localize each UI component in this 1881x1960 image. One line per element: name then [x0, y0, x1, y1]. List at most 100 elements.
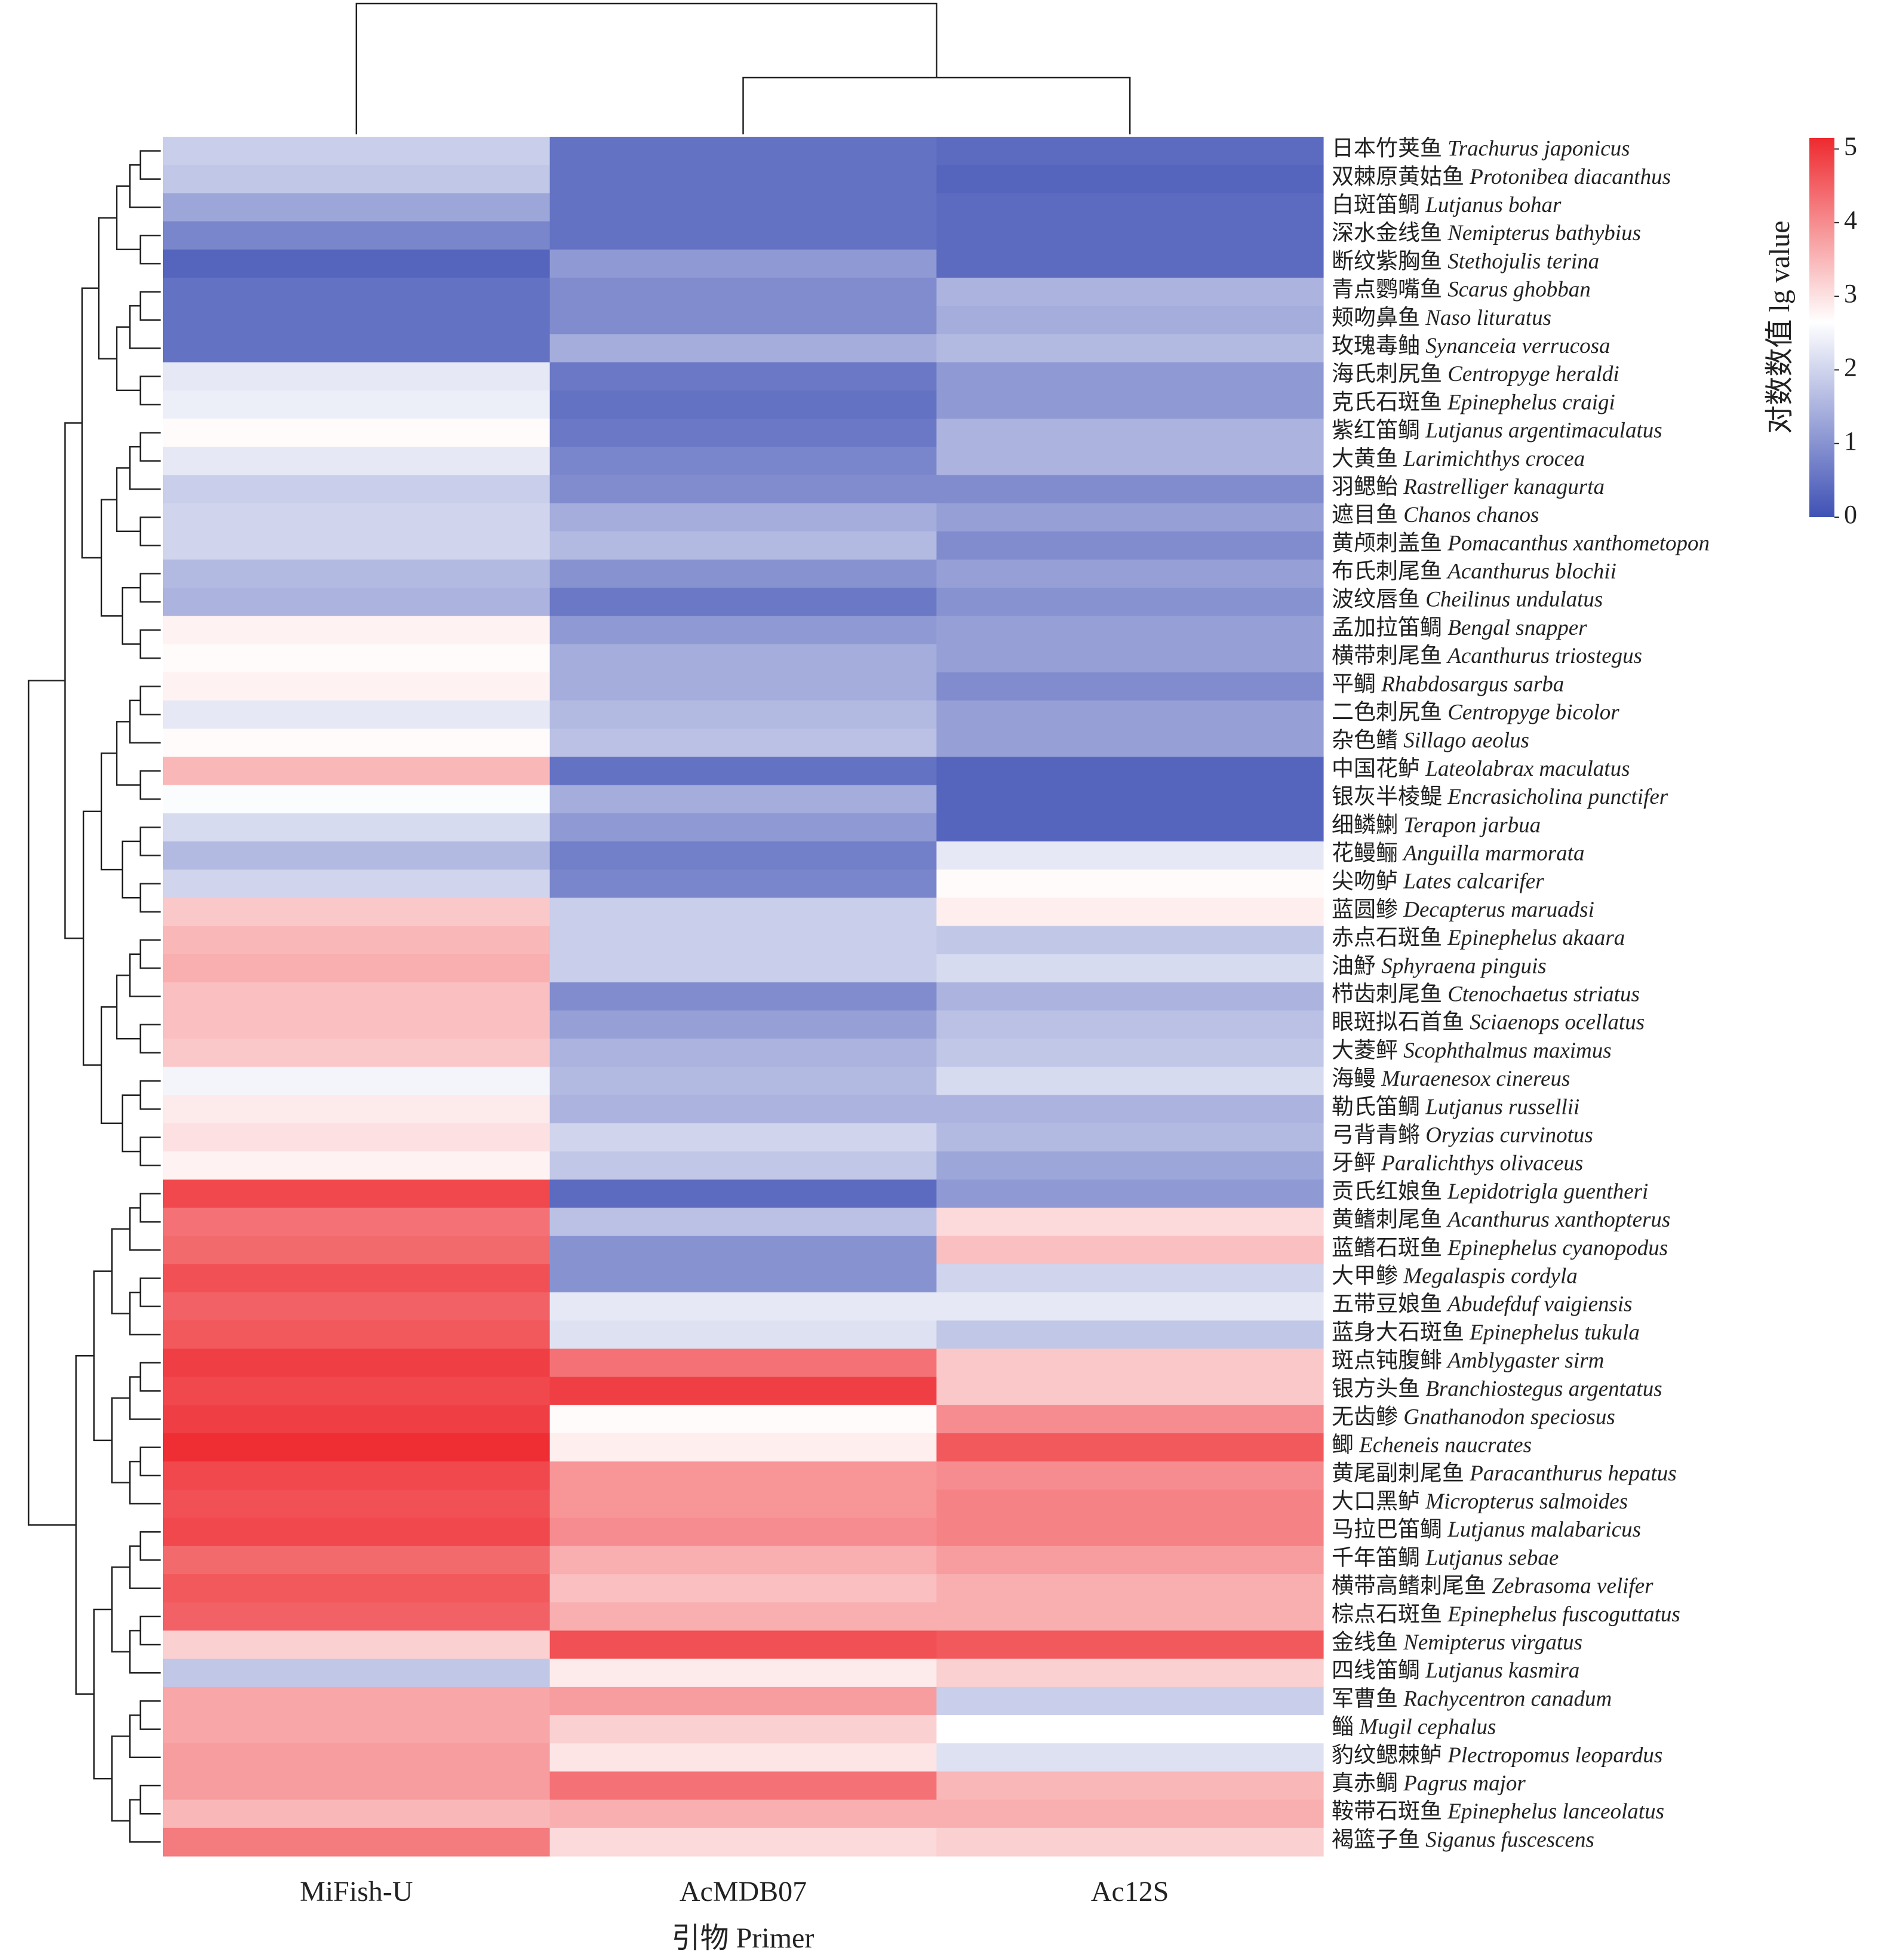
row-label-sep — [1376, 1067, 1381, 1092]
dendrogram — [139, 1193, 161, 1223]
row-label-latin: Gnathanodon speciosus — [1403, 1405, 1615, 1430]
heatmap-cell — [936, 1630, 1324, 1660]
dendrogram — [129, 1461, 161, 1505]
row-label: 栉齿刺尾鱼 Ctenochaetus striatus — [1332, 982, 1640, 1007]
row-label: 千年笛鲷 Lutjanus sebae — [1332, 1546, 1559, 1571]
heatmap-cell — [936, 1264, 1324, 1293]
heatmap-cell — [549, 1686, 937, 1716]
row-label-sep — [1442, 532, 1447, 556]
heatmap-cell — [163, 334, 551, 363]
row-label-cn: 颊吻鼻鱼 — [1332, 305, 1420, 330]
row-label-cn: 真赤鲷 — [1332, 1771, 1398, 1796]
row-label-cn: 青点鹦嘴鱼 — [1332, 277, 1442, 302]
heatmap-cell — [936, 1067, 1324, 1096]
heatmap-cell — [549, 1264, 937, 1293]
row-label-cn: 黄尾副刺尾鱼 — [1332, 1461, 1464, 1486]
dendrogram — [129, 699, 161, 744]
heatmap-cell — [163, 1320, 551, 1350]
row-label: 蓝鳍石斑鱼 Epinephelus cyanopodus — [1332, 1236, 1668, 1261]
dendrogram — [355, 2, 938, 134]
row-label-latin: Lutjanus kasmira — [1425, 1659, 1579, 1683]
row-label: 黄尾副刺尾鱼 Paracanthurus hepatus — [1332, 1461, 1677, 1486]
heatmap-cell — [936, 1010, 1324, 1039]
row-label-cn: 玫瑰毒鲉 — [1332, 333, 1420, 358]
dendrogram — [139, 432, 161, 462]
heatmap-cell — [163, 700, 551, 729]
heatmap-cell — [549, 1827, 937, 1857]
row-label: 孟加拉笛鲷 Bengal snapper — [1332, 615, 1587, 640]
heatmap-cell — [549, 616, 937, 645]
row-label: 羽鳃鲐 Rastrelliger kanagurta — [1332, 474, 1605, 499]
row-label-cn: 褐篮子鱼 — [1332, 1827, 1420, 1853]
row-label-latin: Lutjanus argentimaculatus — [1425, 419, 1662, 443]
row-label-sep — [1420, 1546, 1425, 1571]
dendrogram — [129, 1799, 161, 1843]
heatmap-cell — [549, 1658, 937, 1688]
heatmap-cell — [163, 277, 551, 306]
row-label: 布氏刺尾鱼 Acanthurus blochii — [1332, 559, 1616, 584]
row-label-latin: Bengal snapper — [1447, 616, 1587, 640]
row-label-cn: 棕点石斑鱼 — [1332, 1602, 1442, 1627]
heatmap-cell — [936, 193, 1324, 222]
heatmap-cell — [936, 503, 1324, 532]
dendrogram — [139, 1446, 161, 1477]
row-label-cn: 二色刺尻鱼 — [1332, 700, 1442, 725]
row-label: 平鲷 Rhabdosargus sarba — [1332, 672, 1564, 697]
row-label: 蓝圆鲹 Decapterus maruadsi — [1332, 897, 1594, 922]
row-label-latin: Sillago aeolus — [1403, 729, 1529, 753]
heatmap-cell — [549, 954, 937, 983]
row-label-latin: Lutjanus malabaricus — [1447, 1518, 1641, 1543]
heatmap-cell — [936, 1715, 1324, 1744]
row-label-cn: 紫红笛鲷 — [1332, 418, 1420, 443]
row-label-latin: Cheilinus undulatus — [1425, 588, 1603, 612]
row-label-cn: 马拉巴笛鲷 — [1332, 1517, 1442, 1543]
heatmap-cell — [936, 1236, 1324, 1265]
row-label-cn: 鲫 — [1332, 1433, 1354, 1458]
row-label: 弓背青鳉 Oryzias curvinotus — [1332, 1123, 1593, 1148]
heatmap-cell — [549, 1292, 937, 1321]
heatmap-cell — [163, 644, 551, 673]
heatmap-cell — [549, 306, 937, 334]
row-label-sep — [1442, 926, 1447, 951]
heatmap-cell — [549, 1602, 937, 1632]
heatmap-cell — [163, 813, 551, 842]
row-label-cn: 银灰半棱鳀 — [1332, 785, 1442, 810]
row-label-sep — [1442, 785, 1447, 810]
row-label-cn: 黄鳍刺尾鱼 — [1332, 1208, 1442, 1233]
dendrogram — [139, 1784, 161, 1815]
row-label-sep — [1464, 1461, 1470, 1486]
heatmap-cell — [549, 1546, 937, 1575]
row-label-cn: 斑点钝腹鲱 — [1332, 1348, 1442, 1374]
dendrogram — [129, 164, 161, 208]
row-label: 褐篮子鱼 Siganus fuscescens — [1332, 1827, 1594, 1853]
row-label-sep — [1420, 1095, 1425, 1120]
heatmap-cell — [163, 447, 551, 475]
heatmap-cell — [936, 559, 1324, 588]
row-label-sep — [1442, 616, 1447, 640]
row-label: 紫红笛鲷 Lutjanus argentimaculatus — [1332, 418, 1662, 443]
row-label-latin: Protonibea diacanthus — [1469, 165, 1671, 189]
dendrogram — [139, 1362, 161, 1392]
row-label-cn: 赤点石斑鱼 — [1332, 926, 1442, 951]
row-label: 深水金线鱼 Nemipterus bathybius — [1332, 221, 1641, 246]
heatmap-cell — [163, 1630, 551, 1660]
column-label: MiFish-U — [300, 1876, 413, 1907]
dendrogram — [100, 752, 122, 871]
row-label-cn: 大黄鱼 — [1332, 446, 1398, 471]
heatmap-cell — [549, 475, 937, 504]
row-label-cn: 无齿鲹 — [1332, 1405, 1398, 1430]
heatmap-cell — [936, 1151, 1324, 1180]
row-label-sep — [1420, 1377, 1425, 1402]
heatmap-cell — [163, 870, 551, 898]
heatmap-cell — [549, 137, 937, 165]
row-label-latin: Sphyraena pinguis — [1381, 954, 1546, 979]
row-label: 斑点钝腹鲱 Amblygaster sirm — [1332, 1348, 1604, 1374]
heatmap-cell — [936, 1489, 1324, 1519]
heatmap-cell — [163, 1208, 551, 1237]
row-label-latin: Plectropomus leopardus — [1447, 1743, 1662, 1768]
dendrogram — [129, 1291, 161, 1336]
row-label-latin: Acanthurus triostegus — [1446, 644, 1642, 669]
heatmap-cell — [936, 1320, 1324, 1350]
row-label-cn: 波纹唇鱼 — [1332, 587, 1420, 612]
